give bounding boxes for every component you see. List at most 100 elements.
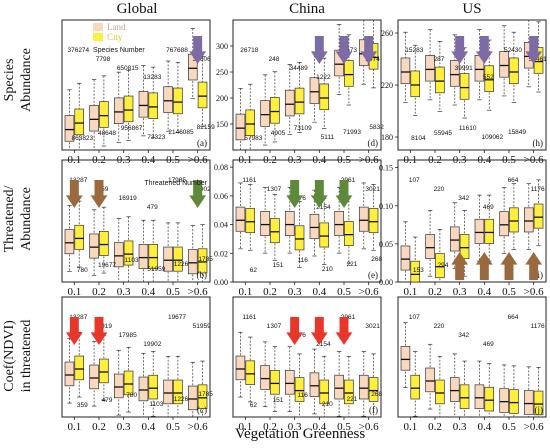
x-tick-label: 0.5 (166, 421, 180, 433)
box-city (74, 355, 85, 381)
box-land (138, 244, 149, 269)
box-city (173, 87, 183, 115)
box-city (509, 57, 519, 85)
x-tick-label: 0.1 (67, 286, 81, 298)
trend-arrow-brown (451, 252, 469, 280)
x-tick-label: >0.6 (359, 286, 379, 298)
box-city (197, 248, 208, 274)
box-city (245, 208, 256, 234)
x-tick-label: 0.4 (477, 286, 491, 298)
count-label: 376274 (67, 47, 89, 54)
trend-arrow-green (310, 180, 328, 208)
y-tick-label: 0.15 (379, 164, 393, 173)
box-land (309, 372, 320, 397)
y-tick-label: 0.10 (379, 202, 393, 211)
box-city (435, 379, 445, 405)
count-label: 1785 (198, 391, 213, 398)
x-tick-label: 0.4 (141, 286, 155, 298)
count-label: 342 (458, 195, 469, 202)
count-label: 664 (508, 177, 519, 184)
box-city (435, 253, 445, 279)
box-land (284, 370, 295, 395)
count-label: 8104 (411, 135, 426, 142)
box-city (533, 203, 544, 229)
box-city (173, 379, 183, 405)
count-label: 221 (347, 261, 358, 268)
trend-arrow-purple (335, 36, 353, 64)
box-land (64, 229, 75, 255)
box-city (319, 83, 330, 111)
trend-arrow-red (90, 317, 108, 345)
count-label: 15283 (405, 47, 423, 54)
legend-swatch-city (93, 33, 103, 41)
box-land (358, 206, 369, 232)
x-tick-label: 0.2 (263, 421, 277, 433)
x-tick-label: 0.2 (428, 286, 442, 298)
y-tick-label: 250 (216, 68, 228, 77)
box-city (459, 384, 470, 409)
count-label: 31606 (193, 56, 211, 63)
box-land (309, 213, 320, 239)
count-label: 5832 (369, 124, 384, 131)
x-tick-label: 0.3 (117, 421, 131, 433)
box-city (197, 81, 208, 109)
y-tick-label: 0.04 (214, 221, 228, 230)
box-land (449, 226, 460, 252)
count-label: 2474 (365, 56, 380, 63)
box-city (368, 377, 379, 402)
box-land (260, 100, 270, 127)
count-label: 294 (438, 262, 449, 269)
trend-arrow-purple (525, 36, 543, 64)
count-label: 13283 (143, 74, 161, 81)
count-label: 16919 (119, 195, 137, 202)
count-label: 210 (322, 266, 333, 273)
count-label: 7798 (96, 56, 111, 63)
panel-frame (232, 159, 382, 283)
legend-swatch-land (93, 23, 103, 31)
box-land (523, 390, 534, 415)
count-label: 48648 (98, 130, 116, 137)
trend-arrow-red (65, 317, 83, 345)
y-tick-label: 0.06 (214, 192, 228, 201)
count-label: 268 (371, 256, 382, 263)
x-tick-label: >0.6 (524, 286, 544, 298)
column-title: US (462, 1, 481, 17)
count-label: 780 (77, 267, 88, 274)
box-land (235, 113, 246, 141)
count-label: 107 (409, 177, 420, 184)
y-tick-label: 0.08 (214, 163, 228, 172)
count-label: 71993 (343, 129, 361, 136)
count-label: 469 (483, 204, 494, 211)
box-city (148, 92, 159, 119)
trend-arrow-red (310, 317, 328, 345)
x-tick-label: 0.1 (403, 286, 417, 298)
box-city (294, 225, 305, 251)
trend-arrow-purple (475, 36, 493, 64)
x-axis-label: Vegetation Greenness (235, 426, 366, 442)
row-label: Threatened/ (2, 185, 17, 252)
panel-frame (397, 296, 547, 418)
count-label: 4905 (271, 130, 286, 137)
box-land (425, 367, 435, 393)
count-label: 359 (77, 402, 88, 409)
trend-arrow-purple (310, 36, 328, 64)
count-label: 5111 (321, 134, 335, 141)
x-tick-label: 0.3 (453, 421, 467, 433)
y-tick-label: 0.05 (379, 240, 393, 249)
count-label: 19902 (143, 341, 161, 348)
row-label: Abundance (19, 187, 34, 251)
count-label: 17985 (168, 177, 186, 184)
box-city (245, 109, 256, 137)
count-label: 664 (508, 314, 519, 321)
box-land (499, 388, 509, 413)
column-title: China (289, 1, 325, 17)
panel-frame (232, 296, 382, 418)
y-tick-label: 150 (216, 120, 228, 129)
y-tick-label: 220 (381, 81, 393, 90)
trend-arrow-green (286, 180, 304, 208)
box-land (425, 234, 435, 260)
y-tick-label: 0.00 (214, 278, 228, 287)
box-city (410, 374, 421, 400)
x-tick-label: >0.6 (524, 421, 544, 433)
